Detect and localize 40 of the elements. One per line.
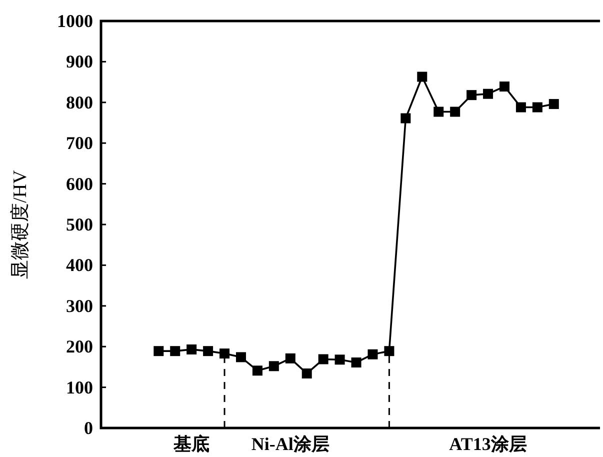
y-tick-label: 100 [66, 377, 93, 398]
y-tick-label: 800 [66, 92, 93, 112]
point [268, 361, 279, 372]
point [154, 346, 164, 356]
point [384, 346, 394, 356]
point [318, 354, 328, 364]
point [302, 368, 312, 378]
point [450, 106, 460, 117]
y-tick-label: 900 [66, 52, 93, 72]
point [499, 82, 510, 92]
point [351, 357, 362, 368]
point [417, 72, 428, 82]
y-tick-label: 0 [84, 418, 93, 438]
point [170, 346, 180, 356]
point [368, 349, 378, 360]
point [220, 348, 230, 359]
y-tick-label: 1000 [57, 11, 93, 31]
point [400, 113, 411, 124]
point [285, 353, 296, 364]
point [334, 354, 345, 365]
x-tick-label: Ni-Al涂层 [251, 434, 330, 454]
y-tick-label: 700 [66, 133, 93, 154]
point [548, 99, 559, 110]
y-axis-title: 显微硬度/HV [9, 170, 31, 279]
point [466, 90, 477, 100]
y-tick-label: 200 [66, 336, 93, 357]
point [186, 344, 197, 354]
point [532, 102, 542, 112]
x-tick-label: AT13涂层 [449, 434, 527, 454]
point [516, 102, 526, 112]
point [203, 346, 214, 356]
y-tick-label: 600 [66, 174, 93, 194]
x-tick-label: 基底 [172, 434, 210, 454]
point [252, 366, 262, 376]
point [483, 88, 494, 99]
point [434, 106, 444, 117]
point [236, 352, 246, 362]
y-tick-label: 400 [66, 255, 93, 276]
y-tick-label: 500 [66, 214, 93, 234]
y-tick-label: 300 [66, 296, 93, 316]
